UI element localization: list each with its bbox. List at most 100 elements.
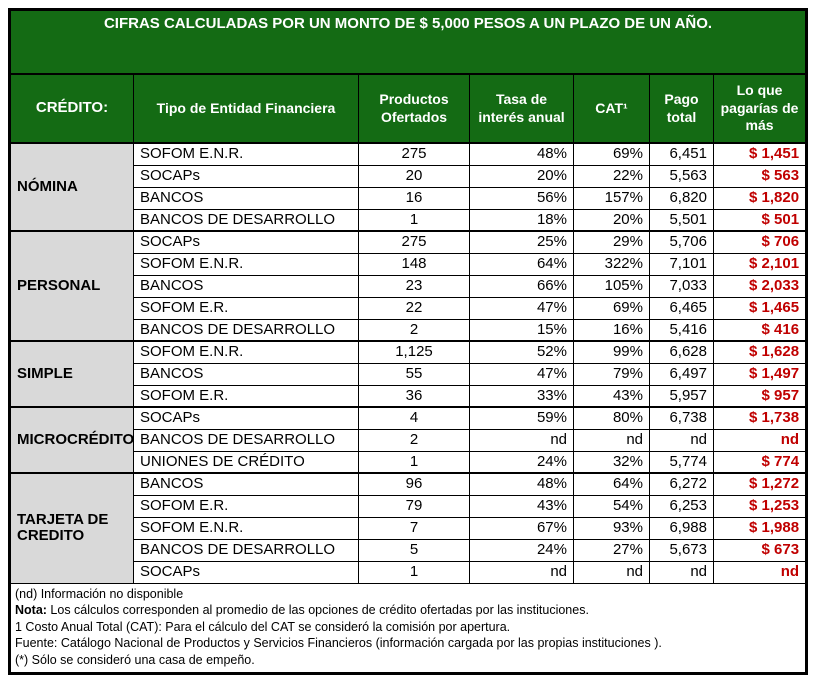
table-row: NÓMINA SOFOM E.N.R. 275 48% 69% 6,451 $ 1,451 [9,142,808,232]
cat-cell: nd [573,428,650,452]
products-cell: 1 [358,560,470,584]
interest-cell: 48% [469,142,574,166]
table-row: BANCOS DE DESARROLLO 2 15% 16% 5,416 $ 416 [10,318,808,342]
total-cell: 5,563 [649,164,714,188]
total-cell: 6,988 [649,516,714,540]
cat-cell: 22% [573,164,650,188]
interest-cell: nd [469,560,574,584]
total-cell: 6,272 [649,472,714,496]
table-row: SOFOM E.R. 36 33% 43% 5,957 $ 957 [10,384,808,408]
cat-cell: 80% [573,406,650,430]
interest-cell: 15% [469,318,574,342]
entity-cell: SOFOM E.N.R. [133,252,359,276]
cat-cell: 32% [573,450,650,474]
interest-cell: 47% [469,296,574,320]
products-cell: 22 [358,296,470,320]
entity-cell: BANCOS DE DESARROLLO [133,208,359,232]
total-cell: 6,738 [649,406,714,430]
entity-cell: SOFOM E.R. [133,296,359,320]
footnote-line: (*) Sólo se consideró una casa de empeño… [15,652,255,667]
interest-cell: 24% [469,538,574,562]
cat-cell: 105% [573,274,650,298]
overpay-cell: $ 2,101 [712,252,808,276]
cat-cell: 322% [573,252,650,276]
products-cell: 16 [358,186,470,210]
interest-cell: nd [469,428,574,452]
table-row: MICROCRÉDITO SOCAPs 4 59% 80% 6,738 $ 1,738 [9,406,808,474]
footnote-line: Nota: Los cálculos corresponden al prome… [15,603,589,617]
interest-cell: 56% [469,186,574,210]
table-row: BANCOS 23 66% 105% 7,033 $ 2,033 [10,274,808,298]
interest-cell: 43% [469,494,574,518]
overpay-cell: $ 1,451 [712,142,808,166]
overpay-cell: $ 1,253 [712,494,808,518]
interest-cell: 59% [469,406,574,430]
interest-cell: 67% [469,516,574,540]
total-cell: 5,706 [649,230,714,254]
products-cell: 96 [358,472,470,496]
total-cell: 6,253 [649,494,714,518]
entity-cell: SOFOM E.N.R. [133,340,359,364]
total-cell: 6,820 [649,186,714,210]
interest-cell: 66% [469,274,574,298]
credit-type-cell: PERSONAL [9,230,134,342]
products-cell: 275 [358,142,470,166]
overpay-cell: $ 673 [712,538,808,562]
column-header-entidad: Tipo de Entidad Financiera [133,73,359,144]
overpay-cell: $ 1,272 [712,472,808,496]
entity-cell: SOCAPs [133,560,359,584]
total-cell: 5,957 [649,384,714,408]
total-cell: nd [649,428,714,452]
column-header-cat: CAT¹ [573,73,650,144]
overpay-cell: $ 563 [712,164,808,188]
products-cell: 1 [358,208,470,232]
total-cell: 7,101 [649,252,714,276]
table-row: BANCOS DE DESARROLLO 5 24% 27% 5,673 $ 673 [10,538,808,562]
table-row: SOFOM E.N.R. 7 67% 93% 6,988 $ 1,988 [10,516,808,540]
products-cell: 20 [358,164,470,188]
cat-cell: 69% [573,296,650,320]
cat-cell: 93% [573,516,650,540]
total-cell: 5,774 [649,450,714,474]
cat-cell: 64% [573,472,650,496]
cat-cell: nd [573,560,650,584]
entity-cell: BANCOS DE DESARROLLO [133,428,359,452]
total-cell: 6,628 [649,340,714,364]
credit-type-cell: NÓMINA [9,142,134,232]
interest-cell: 47% [469,362,574,386]
overpay-cell: $ 706 [712,230,808,254]
table-row: SOFOM E.R. 22 47% 69% 6,465 $ 1,465 [10,296,808,320]
products-cell: 7 [358,516,470,540]
interest-cell: 64% [469,252,574,276]
total-cell: 6,497 [649,362,714,386]
table-row: TARJETA DE CREDITO BANCOS 96 48% 64% 6,272 $ 1… [9,472,808,584]
table-row: PERSONAL SOCAPs 275 25% 29% 5,706 $ 706 [9,230,808,342]
overpay-cell: $ 2,033 [712,274,808,298]
products-cell: 275 [358,230,470,254]
entity-cell: BANCOS DE DESARROLLO [133,538,359,562]
notes-row: (nd) Información no disponible Nota: Los … [8,582,808,674]
entity-cell: SOFOM E.N.R. [133,516,359,540]
column-header-productos: Productos Ofertados [358,73,470,144]
overpay-cell: $ 774 [712,450,808,474]
entity-cell: SOCAPs [133,164,359,188]
interest-cell: 52% [469,340,574,364]
products-cell: 23 [358,274,470,298]
products-cell: 5 [358,538,470,562]
overpay-cell: $ 1,738 [712,406,808,430]
products-cell: 36 [358,384,470,408]
footnote-line: Fuente: Catálogo Nacional de Productos y… [15,636,662,650]
credit-type-cell: TARJETA DE CREDITO [9,472,134,584]
table-row: SIMPLE SOFOM E.N.R. 1,125 52% 99% 6,628 $ 1,62… [9,340,808,408]
entity-cell: BANCOS DE DESARROLLO [133,318,359,342]
entity-cell: SOFOM E.N.R. [133,142,359,166]
cat-cell: 43% [573,384,650,408]
cat-cell: 69% [573,142,650,166]
products-cell: 148 [358,252,470,276]
total-cell: 5,501 [649,208,714,232]
column-header-pago: Pago total [649,73,714,144]
table-row: UNIONES DE CRÉDITO 1 24% 32% 5,774 $ 774 [10,450,808,474]
total-cell: 5,673 [649,538,714,562]
cat-cell: 16% [573,318,650,342]
